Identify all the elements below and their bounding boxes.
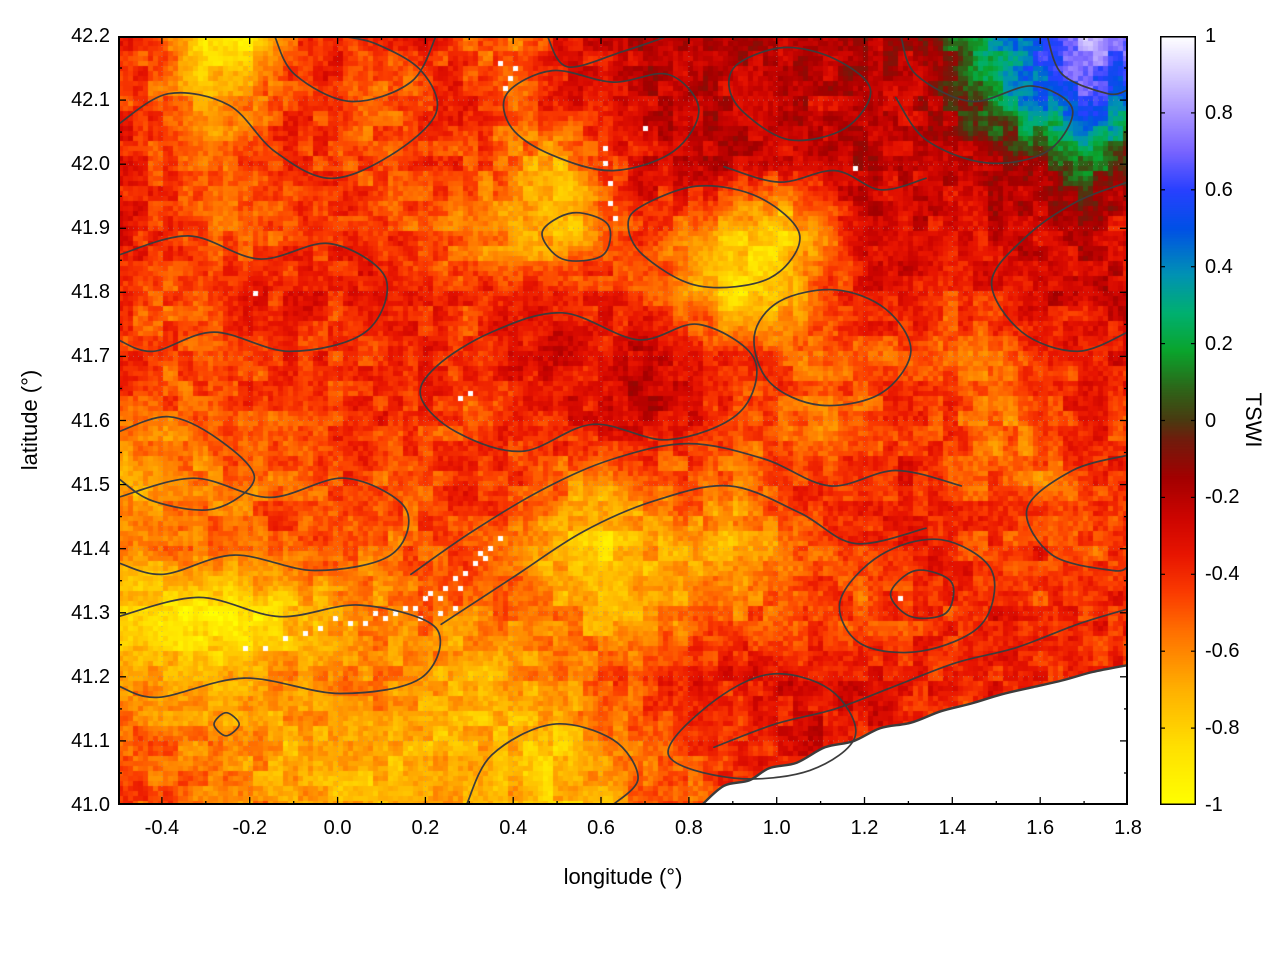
y-tick-label: 41.4 (71, 537, 110, 560)
x-tick-label: -0.4 (144, 817, 180, 839)
plot-area (118, 36, 1128, 805)
colorbar-tick-label: 0.2 (1205, 332, 1233, 355)
y-tick-label: 42.2 (71, 25, 110, 47)
y-tick-label: 41.3 (71, 601, 110, 624)
y-tick-label: 41.0 (71, 794, 110, 816)
x-tick-label: 1.8 (1114, 817, 1142, 839)
x-tick-label: 1.4 (938, 817, 967, 839)
x-tick-label: 1.2 (850, 817, 879, 839)
y-tick-label: 41.5 (71, 473, 110, 496)
colorbar-tick-label: 0.8 (1205, 101, 1233, 124)
y-tick-label: 41.8 (71, 281, 110, 304)
x-tick-label: 0.0 (323, 817, 352, 839)
x-tick-label: 1.0 (762, 817, 791, 839)
y-tick-label: 42.0 (71, 153, 110, 176)
colorbar-tick-label: -0.4 (1205, 563, 1240, 586)
colorbar-label: TSWI (1241, 392, 1266, 448)
y-tick-label: 41.7 (71, 345, 110, 368)
y-tick-label: 41.6 (71, 409, 110, 432)
x-tick-label: 0.2 (411, 817, 440, 839)
x-tick-label: -0.2 (232, 817, 267, 839)
x-tick-label: 0.8 (674, 817, 703, 839)
x-axis-label: longitude (°) (563, 864, 683, 889)
colorbar-tick-label: 0 (1205, 409, 1217, 432)
colorbar-tick-label: -0.8 (1205, 717, 1240, 740)
colorbar (1160, 36, 1196, 805)
y-axis-label: latitude (°) (17, 369, 42, 471)
colorbar-tick-label: 0.6 (1205, 178, 1233, 201)
heatmap-canvas (118, 36, 1128, 805)
colorbar-tick-label: -0.2 (1205, 486, 1240, 509)
y-tick-label: 42.1 (71, 89, 110, 112)
colorbar-tick-label: 0.4 (1205, 255, 1233, 278)
y-tick-label: 41.1 (71, 729, 110, 752)
y-tick-label: 41.9 (71, 217, 110, 240)
x-tick-label: 0.6 (587, 817, 615, 839)
colorbar-tick-label: 1 (1205, 25, 1217, 47)
x-tick-label: 1.6 (1026, 817, 1055, 839)
colorbar-tick-label: -0.6 (1205, 640, 1240, 663)
colorbar-gradient (1160, 36, 1196, 805)
x-tick-label: 0.4 (499, 817, 528, 839)
y-tick-label: 41.2 (71, 665, 110, 688)
colorbar-tick-label: -1 (1205, 794, 1223, 816)
